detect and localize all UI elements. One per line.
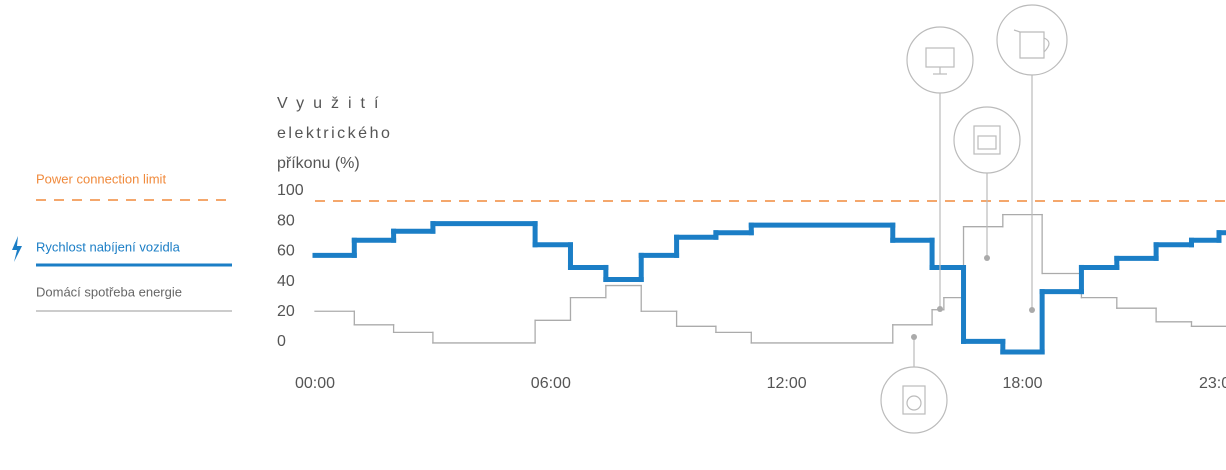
y-tick-label: 40 (277, 273, 295, 290)
kettle-icon (996, 4, 1068, 76)
x-tick-label: 23:00 (1199, 375, 1226, 392)
y-tick-label: 20 (277, 303, 295, 320)
oven-door (977, 135, 997, 150)
annotation-dot (984, 255, 990, 261)
washer-shape (902, 385, 926, 415)
y-tick-label: 0 (277, 333, 286, 350)
series (314, 213, 1226, 344)
x-tick-label: 06:00 (531, 375, 571, 392)
oven-icon (953, 106, 1021, 174)
series (312, 221, 1226, 355)
legend-label: Domácí spotřeba energie (36, 284, 182, 299)
x-tick-label: 12:00 (767, 375, 807, 392)
lightning-icon (12, 236, 22, 262)
x-tick-label: 00:00 (295, 375, 335, 392)
title-line: příkonu (%) (277, 155, 360, 172)
appliance-icons (880, 4, 1068, 434)
kettle-shape (1013, 29, 1050, 59)
y-tick-label: 100 (277, 182, 304, 199)
washer-drum (906, 395, 922, 411)
title-line: Využití (277, 95, 387, 112)
legend-label: Rychlost nabíjení vozidla (36, 239, 181, 254)
title-line: elektrického (277, 125, 392, 142)
annotation-dot (1029, 307, 1035, 313)
y-tick-label: 80 (277, 212, 295, 229)
washer-icon (880, 366, 948, 434)
y-tick-label: 60 (277, 243, 295, 260)
annotation-dot (911, 334, 917, 340)
legend: Power connection limit Rychlost nabíjení… (12, 171, 232, 312)
annotation-dot (937, 306, 943, 312)
oven-shape (973, 125, 1001, 155)
chart-title: Využití elektrického příkonu (%) (277, 95, 392, 172)
x-tick-label: 18:00 (1002, 375, 1042, 392)
tv-icon (906, 26, 974, 94)
legend-label: Power connection limit (36, 171, 166, 186)
